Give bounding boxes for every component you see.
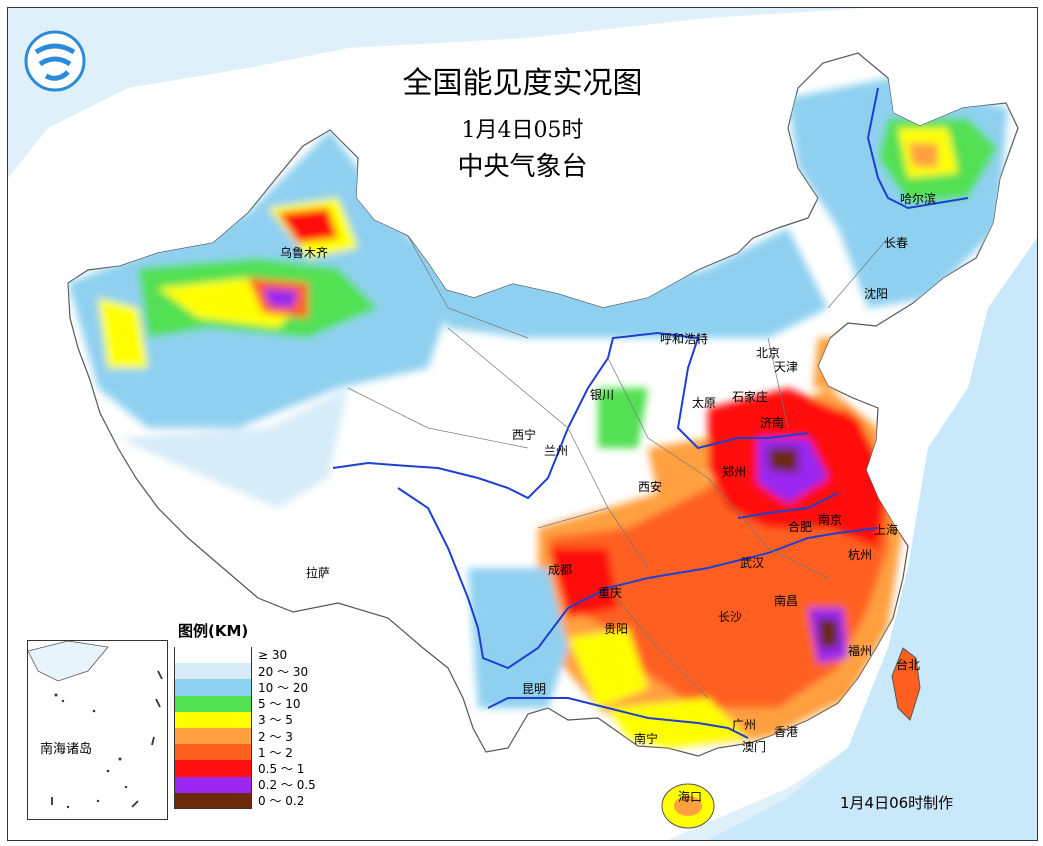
city-label: 广州 [732,718,757,732]
legend-item: 0.2 ～ 0.5 [174,776,316,793]
city-label: 合肥 [788,520,813,534]
city-label: 兰州 [544,444,569,458]
inset-label: 南海诸岛 [40,742,93,757]
city-label: 呼和浩特 [660,332,709,346]
map-time: 1月4日05时 [461,118,584,143]
legend-item: 3 ～ 5 [174,711,316,728]
legend: 图例(KM) ≥ 30 20 ～ 30 10 ～ 20 5 ～ 10 3 ～ 5… [174,620,316,809]
legend-title: 图例(KM) [178,622,249,640]
legend-item: 1 ～ 2 [174,744,316,761]
city-label: 长沙 [718,610,743,624]
legend-item: 20 ～ 30 [174,663,316,680]
city-label: 石家庄 [732,390,769,404]
city-label: 乌鲁木齐 [280,246,329,260]
city-label: 济南 [760,416,785,430]
city-label: 杭州 [848,548,873,562]
city-label: 拉萨 [306,566,331,580]
map-agency: 中央气象台 [457,152,588,182]
city-label: 上海 [874,523,899,537]
legend-item: 10 ～ 20 [174,679,316,696]
city-label: 沈阳 [864,287,889,301]
legend-label: 10 ～ 20 [258,680,309,695]
legend-label: 3 ～ 5 [258,713,293,728]
city-label: 澳门 [742,740,767,754]
city-label: 南宁 [634,732,659,746]
map-frame: 全国能见度实况图 1月4日05时 中央气象台 哈尔滨 长春 沈阳 乌鲁木齐 呼和… [7,7,1038,841]
legend-label: 2 ～ 3 [258,729,293,744]
legend-swatch [174,776,252,793]
city-label: 郑州 [722,465,747,479]
province-borders [347,235,889,699]
city-label: 重庆 [598,586,623,600]
city-label: 昆明 [522,682,547,696]
city-label: 太原 [692,396,717,410]
legend-swatch [174,663,252,680]
legend-item: 0 ～ 0.2 [174,792,316,809]
city-label: 贵阳 [604,622,629,636]
legend-swatch [174,744,252,761]
city-label: 西宁 [512,428,537,442]
city-label: 南昌 [774,594,799,608]
legend-label: ≥ 30 [258,648,288,663]
city-label: 台北 [896,658,921,672]
south-china-sea-inset [27,640,168,820]
production-note: 1月4日06时制作 [840,794,954,812]
city-label: 西安 [638,480,663,494]
legend-swatch [174,760,252,777]
legend-label: 5 ～ 10 [258,697,301,712]
visibility-map [8,8,1037,840]
legend-label: 0.5 ～ 1 [258,761,305,776]
city-label: 天津 [774,360,799,374]
legend-item: ≥ 30 [174,647,316,664]
city-label: 北京 [756,346,781,360]
legend-swatch [174,711,252,728]
legend-swatch [174,792,252,809]
legend-item: 0.5 ～ 1 [174,760,316,777]
city-label: 成都 [548,563,573,577]
east-sea [708,238,1037,840]
city-label: 海口 [678,790,703,804]
legend-swatch [174,727,252,745]
city-label: 银川 [590,388,615,402]
map-title: 全国能见度实况图 [402,66,643,101]
legend-item: 5 ～ 10 [174,695,316,712]
city-label: 福州 [848,644,873,658]
rivers [332,87,969,739]
city-label: 武汉 [740,556,765,570]
city-label: 香港 [774,725,799,739]
legend-swatch [174,695,252,712]
legend-label: 20 ～ 30 [258,664,309,679]
cma-logo-icon [24,30,86,92]
legend-label: 1 ～ 2 [258,745,293,760]
legend-swatch [174,679,252,696]
legend-label: 0 ～ 0.2 [258,794,305,809]
taiwan-island [891,647,921,721]
legend-label: 0.2 ～ 0.5 [258,778,316,793]
legend-swatch [174,647,252,664]
city-label: 长春 [884,236,909,250]
city-label: 南京 [818,513,843,527]
legend-item: 2 ～ 3 [174,727,316,745]
city-label: 哈尔滨 [900,192,937,206]
